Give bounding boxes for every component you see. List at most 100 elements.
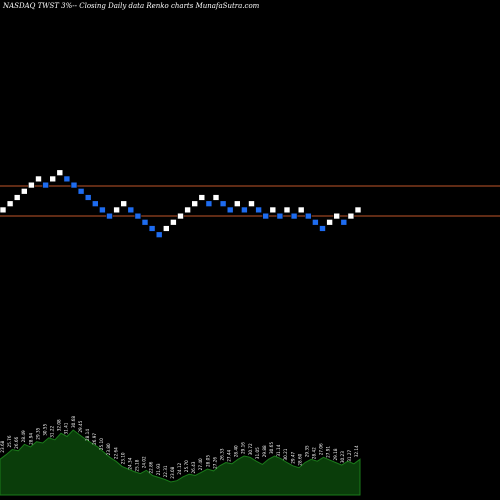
volume-area <box>0 429 361 496</box>
renko-brick-up <box>163 225 170 232</box>
volume-label: 29.35 <box>35 427 40 439</box>
volume-label: 31.27 <box>347 449 352 461</box>
renko-brick-up <box>347 212 355 220</box>
renko-brick-up <box>269 206 277 214</box>
volume-label: 24.02 <box>142 456 147 468</box>
renko-brick-down <box>92 200 99 207</box>
volume-label: 23.10 <box>120 452 125 464</box>
renko-brick-up <box>56 169 64 176</box>
renko-brick-down <box>77 188 85 195</box>
renko-brick-down <box>70 181 78 189</box>
renko-brick-up <box>120 200 127 207</box>
volume-label: 31.05 <box>255 447 260 459</box>
renko-brick-down <box>276 212 284 220</box>
renko-brick-up <box>212 194 220 201</box>
volume-label: 21.93 <box>156 463 161 475</box>
volume-label: 29.16 <box>241 442 246 454</box>
volume-label: 25.10 <box>99 438 104 450</box>
volume-label: 28.94 <box>28 433 33 445</box>
renko-brick-down <box>340 219 348 226</box>
volume-label: 24.12 <box>177 462 182 474</box>
renko-brick-down <box>205 200 213 207</box>
renko-brick-down <box>134 212 142 220</box>
renko-brick-up <box>35 175 42 183</box>
volume-label: 32.14 <box>354 445 359 457</box>
volume-label: 30.72 <box>248 443 253 455</box>
volume-label: 26.66 <box>14 436 19 448</box>
volume-label: 23.08 <box>170 466 175 478</box>
volume-label: 26.43 <box>191 461 196 473</box>
volume-label: 26.97 <box>92 433 97 445</box>
volume-label: 28.40 <box>234 445 239 457</box>
volume-label: 28.14 <box>85 429 90 441</box>
renko-brick-up <box>170 219 177 226</box>
renko-brick-up <box>191 200 198 207</box>
volume-label: 28.42 <box>312 447 317 459</box>
renko-brick-up <box>283 206 291 214</box>
renko-brick-down <box>63 175 71 183</box>
volume-label: 23.68 <box>0 440 5 452</box>
volume-label: 30.23 <box>340 451 345 463</box>
volume-label: 29.88 <box>262 445 267 457</box>
renko-brick-down <box>255 206 262 214</box>
volume-label: 27.40 <box>198 458 203 470</box>
renko-brick-down <box>262 212 270 220</box>
volume-label: 29.45 <box>78 420 83 432</box>
renko-brick-up <box>6 200 14 207</box>
renko-brick-down <box>127 206 135 214</box>
renko-brick-down <box>226 206 234 214</box>
volume-label: 26.33 <box>220 448 225 460</box>
renko-brick-up <box>0 206 7 214</box>
volume-label: 28.05 <box>205 455 210 467</box>
renko-brick-down <box>141 219 149 226</box>
renko-brick-down <box>219 200 227 207</box>
renko-brick-down <box>155 231 163 238</box>
volume-label: 24.34 <box>127 457 132 469</box>
volume-label: 28.49 <box>21 430 26 442</box>
renko-brick-up <box>354 206 362 214</box>
volume-label: 28.60 <box>297 453 302 465</box>
renko-brick-down <box>84 194 92 201</box>
renko-brick-up <box>234 200 241 207</box>
renko-brick-down <box>304 212 312 220</box>
volume-label: 30.21 <box>283 448 288 460</box>
volume-label: 27.26 <box>212 457 217 469</box>
renko-brick-down <box>106 212 113 220</box>
renko-brick-up <box>113 206 120 214</box>
volume-label: 29.18 <box>333 448 338 460</box>
volume-label: 23.80 <box>106 443 111 455</box>
volume-label: 22.86 <box>149 461 154 473</box>
renko-brick-up <box>177 212 184 220</box>
renko-brick-up <box>20 188 28 195</box>
renko-brick-up <box>297 206 305 214</box>
renko-brick-up <box>184 206 191 214</box>
volume-label: 25.18 <box>135 459 140 471</box>
volume-label: 27.06 <box>319 443 324 455</box>
renko-brick-up <box>49 175 57 183</box>
volume-label: 30.68 <box>71 416 76 428</box>
renko-brick-up <box>198 194 206 201</box>
renko-brick-down <box>99 206 106 214</box>
volume-label: 29.35 <box>304 445 309 457</box>
volume-label: 31.22 <box>50 425 55 437</box>
chart-title: NASDAQ TWST 3%-- Closing Daily data Renk… <box>3 2 260 10</box>
renko-brick-down <box>42 181 49 189</box>
renko-brick-down <box>290 212 298 220</box>
volume-label: 30.55 <box>43 423 48 435</box>
renko-brick-down <box>319 225 326 232</box>
volume-label: 29.47 <box>290 451 295 463</box>
volume-label: 25.76 <box>7 435 12 447</box>
renko-brick-down <box>148 225 156 232</box>
volume-label: 30.65 <box>269 442 274 454</box>
volume-label: 32.08 <box>57 419 62 431</box>
volume-label: 27.44 <box>227 449 232 461</box>
renko-brick-down <box>312 219 319 226</box>
renko-brick-up <box>326 219 333 226</box>
renko-brick-up <box>248 200 255 207</box>
renko-brick-down <box>241 206 248 214</box>
volume-label: 25.70 <box>184 460 189 472</box>
volume-label: 31.14 <box>276 444 281 456</box>
renko-brick-up <box>28 181 35 189</box>
